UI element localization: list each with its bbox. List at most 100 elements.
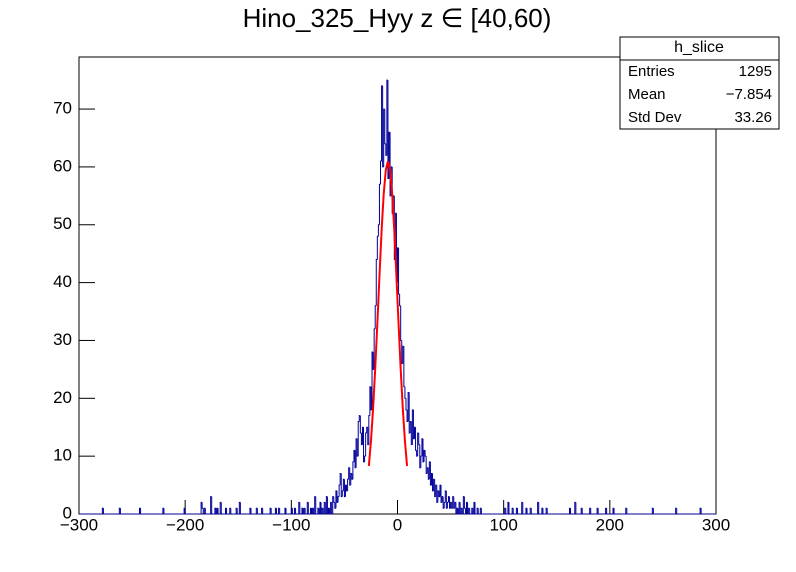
histogram-bin bbox=[349, 467, 351, 486]
histogram-bin bbox=[575, 502, 577, 515]
histogram-bin bbox=[383, 108, 385, 167]
histogram-bin bbox=[220, 502, 223, 515]
histogram-bin bbox=[574, 501, 576, 514]
histogram-bin bbox=[256, 508, 259, 515]
histogram-bin bbox=[429, 461, 432, 486]
stats-value: 33.26 bbox=[734, 109, 772, 126]
histogram-bin bbox=[249, 507, 251, 514]
histogram-bin bbox=[466, 501, 468, 514]
histogram-bin bbox=[290, 507, 293, 514]
histogram-bin bbox=[381, 85, 383, 162]
y-tick-label: 20 bbox=[53, 388, 72, 407]
histogram-bin bbox=[306, 501, 309, 514]
histogram-bin bbox=[163, 508, 165, 515]
histogram-bin bbox=[346, 485, 348, 492]
histogram-bin bbox=[652, 508, 655, 515]
histogram-bin bbox=[386, 79, 388, 156]
histogram-bin bbox=[411, 409, 414, 445]
histogram-bin bbox=[378, 183, 381, 225]
histogram-bin bbox=[119, 508, 122, 515]
histogram-bin bbox=[469, 508, 471, 515]
histogram-bin bbox=[651, 507, 654, 514]
histogram-bin bbox=[545, 507, 548, 514]
histogram-bin bbox=[364, 455, 366, 462]
histogram-bin bbox=[612, 507, 615, 514]
histogram-bin bbox=[238, 501, 241, 514]
histogram-bin bbox=[380, 160, 382, 185]
histogram-bin bbox=[365, 432, 367, 457]
histogram-bin bbox=[438, 490, 440, 498]
x-tick-label: −200 bbox=[166, 515, 204, 534]
histogram-bin bbox=[341, 490, 344, 497]
histogram-bin bbox=[269, 507, 272, 514]
histogram-bin bbox=[416, 450, 418, 457]
histogram-bin bbox=[507, 501, 509, 514]
histogram-bin bbox=[299, 502, 301, 515]
histogram-bin bbox=[102, 508, 105, 515]
histogram-bin bbox=[200, 501, 203, 514]
histogram-bin bbox=[261, 507, 263, 514]
histogram-bin bbox=[342, 478, 345, 491]
histogram-bin bbox=[570, 508, 572, 515]
y-tick-label: 10 bbox=[53, 446, 72, 465]
histogram-bin bbox=[589, 507, 591, 514]
histogram-bin bbox=[385, 143, 387, 156]
histogram-bin bbox=[337, 496, 340, 503]
histogram-bin bbox=[471, 507, 473, 514]
histogram-bin bbox=[521, 501, 523, 514]
histogram-bin bbox=[477, 508, 480, 515]
y-tick-label: 50 bbox=[53, 214, 72, 233]
histogram-bin bbox=[541, 507, 543, 514]
histogram-bin bbox=[504, 507, 506, 514]
histogram-bin bbox=[480, 508, 483, 515]
histogram-bin bbox=[319, 501, 322, 514]
y-tick-label: 60 bbox=[53, 156, 72, 175]
histogram-bin bbox=[101, 507, 104, 514]
histogram-bin bbox=[474, 502, 477, 515]
histogram-bin bbox=[422, 438, 425, 463]
histogram-bin bbox=[315, 496, 317, 515]
histogram-bin bbox=[676, 508, 678, 515]
x-tick-label: 0 bbox=[393, 515, 402, 534]
histogram-bin bbox=[384, 109, 386, 145]
histogram-bin bbox=[420, 455, 422, 468]
histogram-bin bbox=[354, 450, 357, 469]
histogram-bin bbox=[225, 507, 227, 514]
histogram-bin bbox=[401, 340, 403, 365]
y-tick-label: 40 bbox=[53, 272, 72, 291]
histogram-bin bbox=[580, 507, 583, 514]
chart-title: Hino_325_Hyy z ∈ [40,60) bbox=[243, 3, 552, 33]
histogram-bin bbox=[508, 502, 511, 515]
histogram-bin bbox=[597, 508, 600, 515]
histogram-bin bbox=[343, 479, 346, 498]
histogram-bin bbox=[369, 386, 371, 416]
x-tick-label: 300 bbox=[702, 515, 730, 534]
histogram-bin bbox=[675, 507, 677, 514]
histogram-bin bbox=[456, 507, 459, 514]
histogram-bin bbox=[291, 508, 294, 515]
histogram-bin bbox=[458, 501, 461, 514]
histogram-bin bbox=[537, 501, 539, 514]
histogram-bin bbox=[403, 346, 405, 388]
histogram-bin bbox=[625, 507, 627, 514]
y-tick-label: 0 bbox=[63, 503, 72, 522]
histogram-bin bbox=[421, 438, 423, 457]
histogram-bin bbox=[529, 507, 532, 514]
histogram-bin bbox=[430, 473, 433, 486]
histogram-bin bbox=[118, 507, 121, 514]
histogram-bin bbox=[590, 508, 592, 515]
histogram-bin bbox=[262, 508, 264, 515]
histogram-bin bbox=[626, 508, 628, 515]
histogram-bin bbox=[235, 507, 238, 514]
histogram-bin bbox=[512, 508, 515, 515]
histogram-bin bbox=[183, 507, 186, 514]
histogram-bin bbox=[301, 507, 304, 514]
histogram-bin bbox=[418, 433, 420, 446]
histogram-bin bbox=[140, 508, 142, 515]
histogram-bin bbox=[250, 508, 253, 515]
histogram-bin bbox=[338, 484, 341, 497]
histogram-bin bbox=[409, 420, 412, 434]
x-tick-label: 200 bbox=[596, 515, 624, 534]
histogram-bin bbox=[353, 449, 356, 462]
